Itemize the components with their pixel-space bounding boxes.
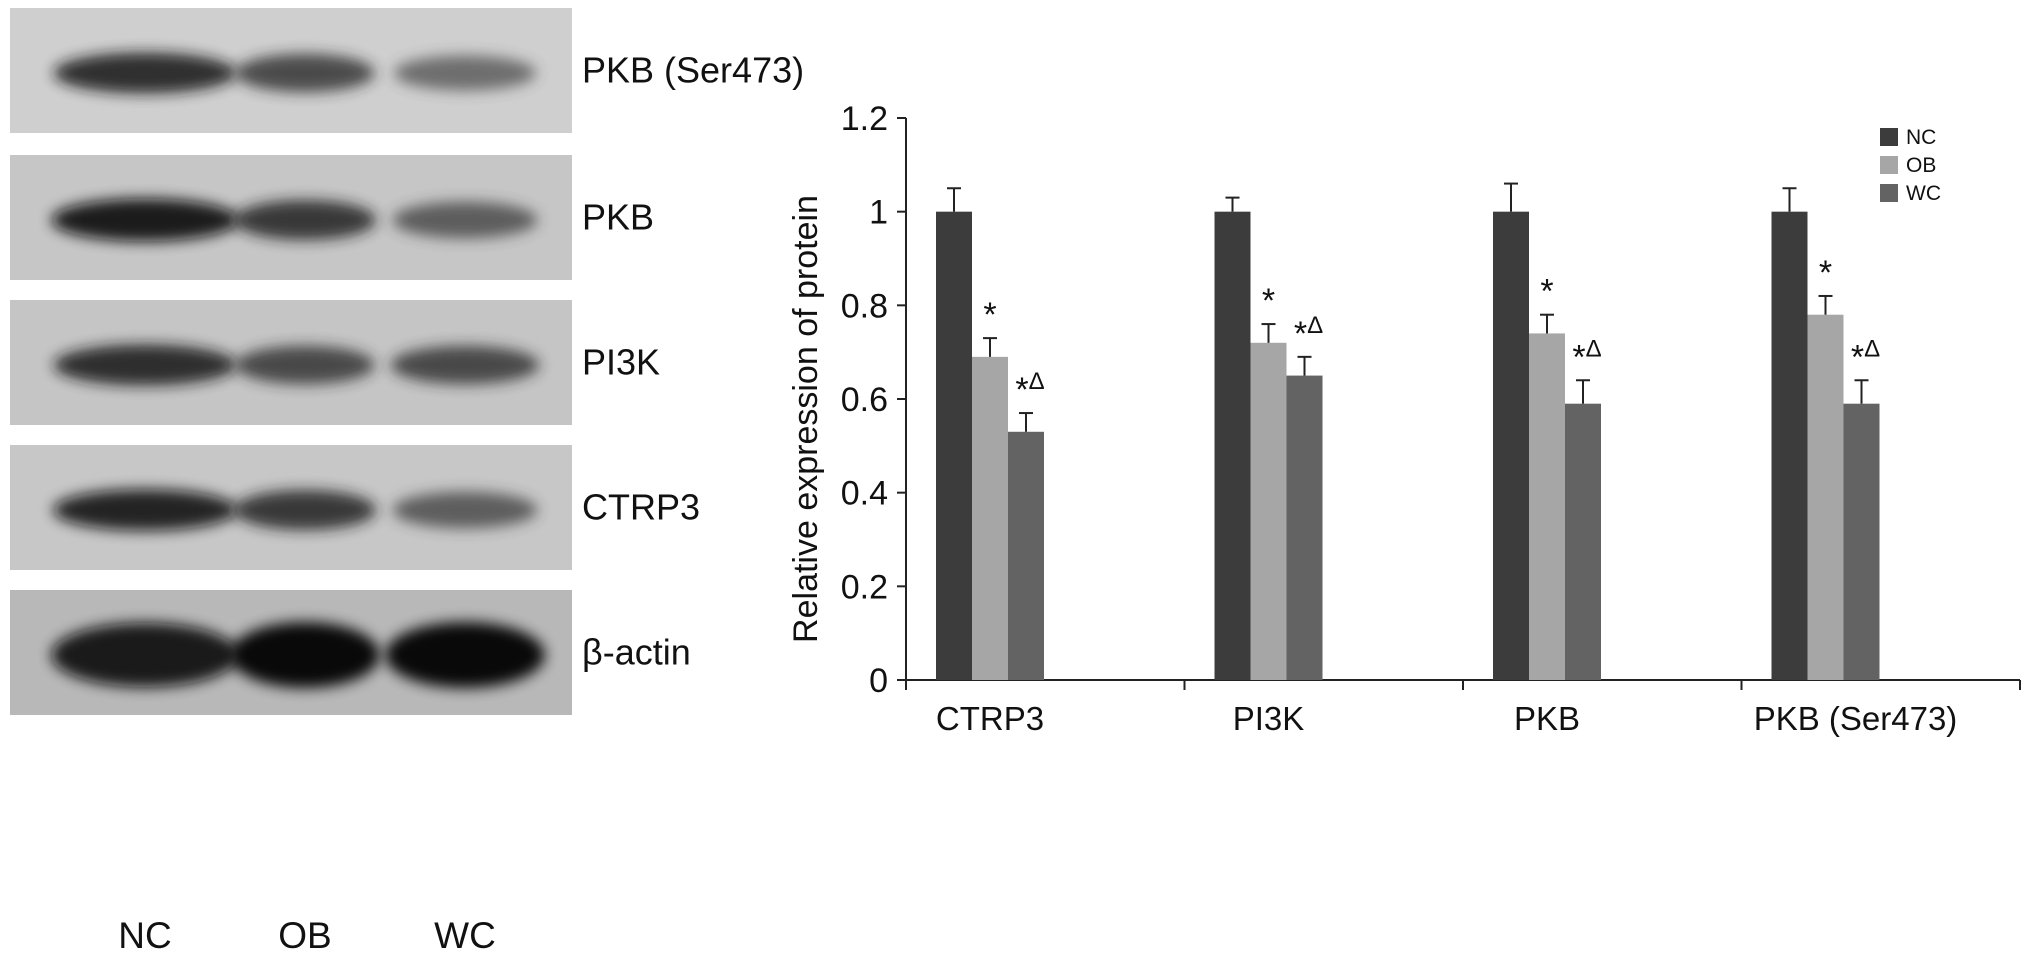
blot-band xyxy=(235,53,375,93)
significance-label: * xyxy=(1262,282,1275,320)
x-tick-label: CTRP3 xyxy=(936,700,1044,737)
y-tick-label: 1.2 xyxy=(841,100,888,138)
legend-swatch xyxy=(1880,156,1898,174)
bar xyxy=(1286,375,1323,680)
blot-lane-label: NC xyxy=(118,915,171,956)
bar xyxy=(1214,211,1251,680)
blot-band xyxy=(392,201,538,239)
blot-band xyxy=(235,345,375,385)
bar xyxy=(1493,211,1529,680)
x-tick-label: PKB xyxy=(1514,700,1580,737)
bar xyxy=(1250,342,1287,680)
bar xyxy=(1843,403,1880,680)
blot-band xyxy=(52,489,238,531)
blot-lane-label: OB xyxy=(278,915,331,956)
bar xyxy=(1807,314,1844,680)
blot-layer: PKB (Ser473) PKB PI3K CTRP3 β-actin NC OB WC xyxy=(10,8,804,956)
y-tick-label: 0.4 xyxy=(841,475,888,513)
x-tick-label: PKB (Ser473) xyxy=(1754,700,1958,737)
legend-swatch xyxy=(1880,184,1898,202)
legend-swatch xyxy=(1880,128,1898,146)
y-tick-label: 1 xyxy=(869,194,888,232)
significance-label: * xyxy=(1540,273,1553,311)
blot-band xyxy=(233,200,377,240)
significance-label: * xyxy=(983,296,996,334)
chart-layer: 0 0.2 0.4 0.6 0.8 1 1.2 Relative expression of … xyxy=(787,100,2021,737)
significance-label: *Δ xyxy=(1851,335,1880,376)
legend-label: WC xyxy=(1906,182,1941,205)
significance-label: *Δ xyxy=(1294,312,1323,353)
legend-label: OB xyxy=(1906,154,1936,177)
y-tick-label: 0.6 xyxy=(841,381,888,419)
bar xyxy=(1771,211,1808,680)
blot-band xyxy=(392,491,538,529)
blot-row-label: CTRP3 xyxy=(582,487,700,528)
blot-band xyxy=(230,622,380,688)
significance-label: * xyxy=(1819,254,1832,292)
bar xyxy=(972,356,1008,680)
blot-band xyxy=(51,198,239,242)
blot-row-label: PKB (Ser473) xyxy=(582,50,804,91)
bar xyxy=(1529,333,1565,680)
blot-row-label: PI3K xyxy=(582,342,660,383)
blot-band xyxy=(233,490,377,530)
x-tick-label: PI3K xyxy=(1233,700,1305,737)
blot-band xyxy=(390,345,540,385)
significance-label: *Δ xyxy=(1015,368,1044,409)
y-axis-title: Relative expression of protein xyxy=(787,195,825,643)
legend-label: NC xyxy=(1906,126,1936,149)
y-tick-label: 0.2 xyxy=(841,568,888,606)
blot-lane-label: WC xyxy=(434,915,496,956)
y-tick-label: 0 xyxy=(869,662,888,700)
blot-band xyxy=(385,622,545,688)
bar xyxy=(936,211,972,680)
blot-band xyxy=(51,622,239,688)
blot-band xyxy=(394,55,536,91)
blot-row-label: β-actin xyxy=(582,632,691,673)
blot-band xyxy=(53,52,237,94)
bar xyxy=(1008,431,1044,680)
significance-label: *Δ xyxy=(1572,335,1601,376)
blot-band xyxy=(53,344,237,386)
y-tick-label: 0.8 xyxy=(841,287,888,325)
blot-row-label: PKB xyxy=(582,197,654,238)
bar xyxy=(1565,403,1601,680)
